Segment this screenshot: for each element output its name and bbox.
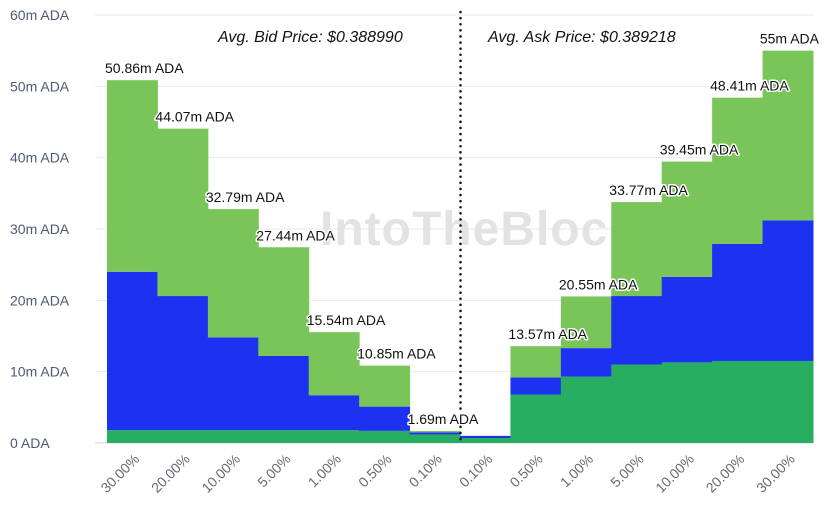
bar-segment bbox=[510, 377, 562, 395]
bar-segment bbox=[308, 395, 360, 431]
bar-segment bbox=[460, 438, 511, 443]
x-tick-label: 30.00% bbox=[753, 451, 798, 496]
bar-segment bbox=[510, 346, 562, 378]
data-label: 55m ADA bbox=[760, 31, 820, 47]
bar-segment bbox=[258, 247, 310, 356]
bar-segment bbox=[308, 332, 360, 396]
bar-segment bbox=[258, 355, 310, 431]
avg-ask-price-label: Avg. Ask Price: $0.389218 bbox=[487, 29, 676, 46]
y-tick-label: 30m ADA bbox=[10, 221, 70, 237]
bar-segment bbox=[409, 434, 461, 443]
data-label: 39.45m ADA bbox=[660, 142, 739, 158]
bar-segment bbox=[359, 430, 411, 443]
bar-segment bbox=[207, 209, 259, 338]
data-label: 33.77m ADA bbox=[609, 182, 688, 198]
x-axis-ticks: 30.00% 20.00% 10.00% 5.00% 1.00% 0.50% 0.10% 0.… bbox=[97, 451, 797, 496]
x-tick-label: 10.00% bbox=[198, 451, 243, 496]
x-tick-label: 1.00% bbox=[557, 451, 596, 490]
bar-segment bbox=[107, 271, 158, 431]
x-tick-label: 30.00% bbox=[97, 451, 142, 496]
bar-segment bbox=[409, 430, 461, 433]
bar-segment bbox=[611, 296, 663, 365]
data-label: 13.57m ADA bbox=[508, 326, 587, 342]
x-tick-label: 20.00% bbox=[703, 451, 748, 496]
bar-segment bbox=[661, 362, 713, 443]
y-tick-label: 60m ADA bbox=[10, 7, 70, 23]
data-label: 15.54m ADA bbox=[307, 312, 386, 328]
y-tick-label: 10m ADA bbox=[10, 364, 70, 380]
y-axis-ticks: 0 ADA 10m ADA 20m ADA 30m ADA 40m ADA 50m ADA… bbox=[10, 7, 70, 451]
data-label: 27.44m ADA bbox=[256, 227, 335, 243]
data-label: 20.55m ADA bbox=[559, 276, 638, 292]
bar-segment bbox=[762, 220, 814, 361]
bar-segment bbox=[712, 97, 764, 244]
bar-segment bbox=[207, 337, 259, 431]
bar-segment bbox=[611, 202, 663, 297]
bar-segment bbox=[107, 430, 158, 443]
bar-segment bbox=[409, 432, 461, 435]
bar-segment bbox=[762, 360, 814, 443]
y-tick-label: 20m ADA bbox=[10, 292, 70, 308]
x-tick-label: 0.10% bbox=[456, 451, 495, 490]
bar-segment bbox=[157, 128, 209, 297]
data-label: 50.86m ADA bbox=[105, 60, 184, 76]
bar-segment bbox=[157, 430, 209, 443]
avg-bid-price-label: Avg. Bid Price: $0.388990 bbox=[217, 29, 403, 46]
bar-segment bbox=[712, 360, 764, 443]
x-tick-label: 5.00% bbox=[254, 451, 293, 490]
bar-segment bbox=[712, 243, 764, 361]
x-tick-label: 0.50% bbox=[355, 451, 394, 490]
bar-segment bbox=[359, 365, 411, 407]
bar-segment bbox=[107, 80, 158, 272]
y-tick-label: 50m ADA bbox=[10, 78, 70, 94]
x-tick-label: 20.00% bbox=[148, 451, 193, 496]
data-label: 1.69m ADA bbox=[408, 411, 479, 427]
x-tick-label: 0.10% bbox=[406, 451, 445, 490]
x-tick-label: 5.00% bbox=[607, 451, 646, 490]
bar-segment bbox=[510, 394, 562, 443]
data-label: 44.07m ADA bbox=[155, 109, 234, 125]
y-tick-label: 40m ADA bbox=[10, 150, 70, 166]
bar-segment bbox=[661, 276, 713, 363]
bar-segment bbox=[560, 376, 612, 443]
bar-segment bbox=[359, 406, 411, 431]
bar-segment bbox=[661, 161, 713, 277]
x-tick-label: 10.00% bbox=[652, 451, 697, 496]
bar-segment bbox=[460, 435, 511, 439]
watermark-text: IntoTheBlock bbox=[320, 203, 636, 256]
bar-segment bbox=[258, 430, 310, 443]
data-label: 48.41m ADA bbox=[710, 78, 789, 94]
x-tick-label: 0.50% bbox=[506, 451, 545, 490]
bar-segment bbox=[560, 348, 612, 377]
data-labels: 50.86m ADA 44.07m ADA 32.79m ADA 27.44m ADA… bbox=[104, 29, 822, 428]
bar-segment bbox=[157, 296, 209, 431]
bar-segment bbox=[560, 296, 612, 349]
bar-segment bbox=[308, 430, 360, 443]
y-tick-label: 0 ADA bbox=[10, 435, 50, 451]
data-label: 10.85m ADA bbox=[357, 346, 436, 362]
bar-segment bbox=[611, 364, 663, 443]
bar-segment bbox=[762, 50, 814, 221]
x-tick-label: 1.00% bbox=[305, 451, 344, 490]
bar-segment bbox=[207, 430, 259, 443]
data-label: 32.79m ADA bbox=[206, 189, 285, 205]
bars bbox=[107, 50, 814, 443]
